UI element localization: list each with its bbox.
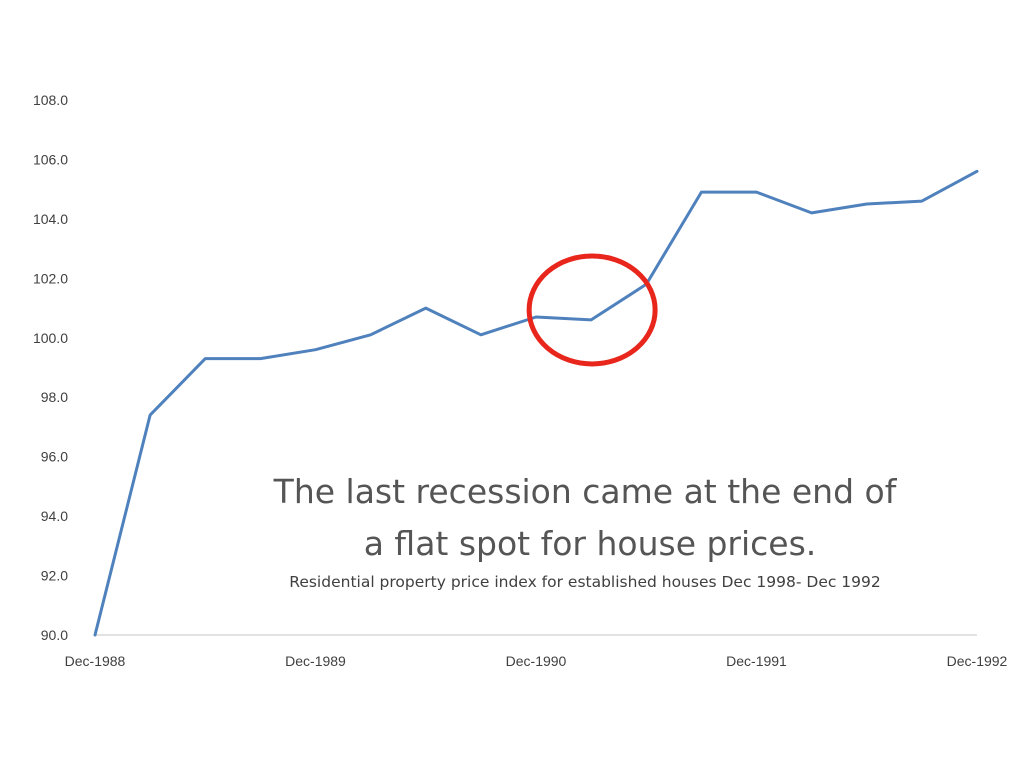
highlight-circle (526, 253, 658, 367)
x-tick-label: Dec-1992 (947, 653, 1008, 669)
y-tick-label: 104.0 (33, 211, 68, 227)
headline-line-1: The last recession came at the end of (273, 472, 898, 511)
y-tick-label: 108.0 (33, 92, 68, 108)
y-tick-label: 102.0 (33, 270, 68, 286)
x-tick-label: Dec-1990 (506, 653, 567, 669)
x-axis-ticks: Dec-1988 Dec-1989 Dec-1990 Dec-1991 Dec-1992 (65, 653, 1008, 669)
series-line (93, 169, 979, 637)
chart-subtitle: Residential property price index for est… (289, 573, 881, 591)
x-tick-label: Dec-1988 (65, 653, 126, 669)
y-axis-ticks: 90.0 92.0 94.0 96.0 98.0 100.0 102.0 104.0 106.0… (33, 92, 68, 643)
x-tick-label: Dec-1991 (726, 653, 787, 669)
series-layer (93, 169, 979, 637)
y-tick-label: 90.0 (41, 627, 68, 643)
y-tick-label: 98.0 (41, 389, 68, 405)
y-tick-label: 96.0 (41, 449, 68, 465)
y-tick-label: 106.0 (33, 151, 68, 167)
headline-line-2: a flat spot for house prices. (364, 524, 817, 563)
x-tick-label: Dec-1989 (285, 653, 346, 669)
y-tick-label: 100.0 (33, 330, 68, 346)
y-tick-label: 94.0 (41, 508, 68, 524)
y-tick-label: 92.0 (41, 568, 68, 584)
